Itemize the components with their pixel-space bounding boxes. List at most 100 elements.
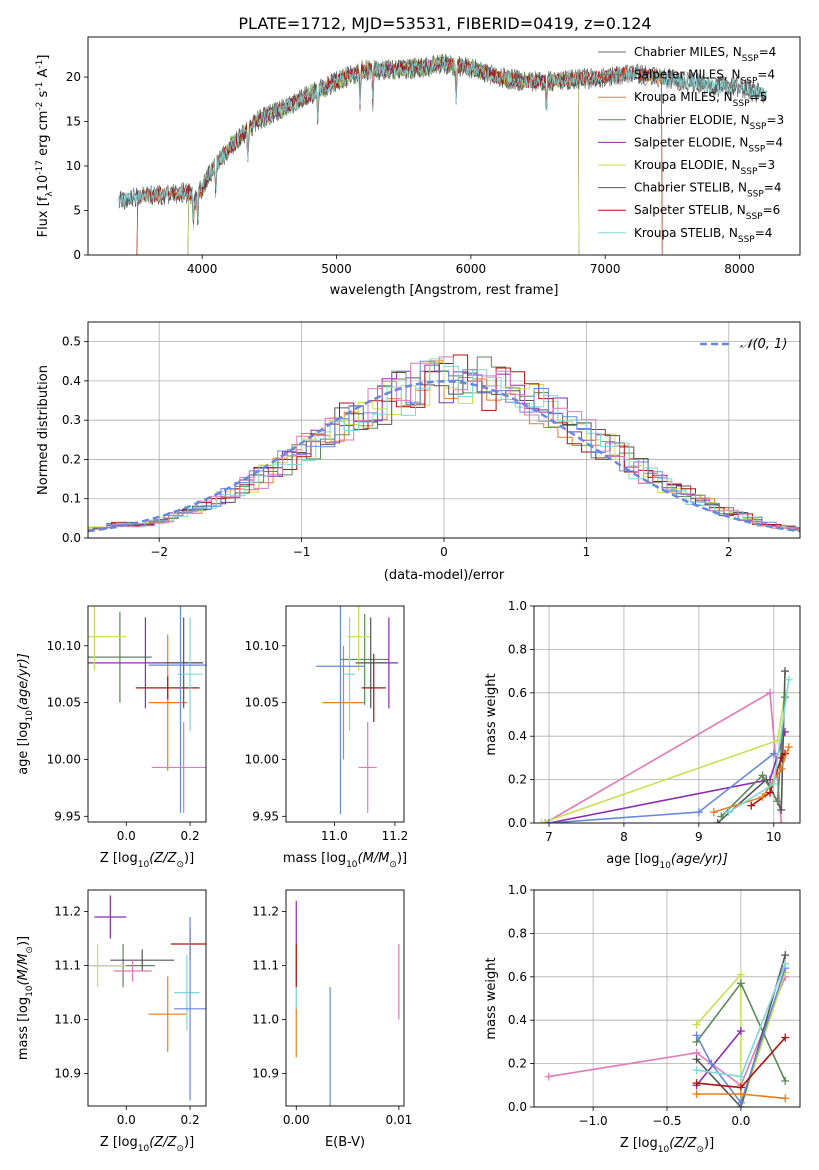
axes-frame bbox=[87, 36, 801, 256]
x-tick-label: 0 bbox=[440, 545, 448, 559]
y-tick-label: 0.4 bbox=[508, 729, 527, 743]
y-tick-label: 10.05 bbox=[47, 696, 81, 710]
y-tick-label: 0.0 bbox=[62, 531, 81, 545]
axes-frame bbox=[87, 605, 207, 823]
y-tick-label: 0.0 bbox=[508, 1100, 527, 1114]
y-tick-label: 0.4 bbox=[508, 1013, 527, 1027]
x-tick-label: 4000 bbox=[187, 262, 218, 276]
y-tick-label: 1.0 bbox=[508, 883, 527, 897]
panel-residuals: −2 −1 0 1 2 0.0 0.1 0.2 0.3 0.4 0.5 (data-model)/er… bbox=[36, 321, 801, 583]
gaussian-curve bbox=[88, 380, 800, 533]
y-tick-label: 15 bbox=[66, 115, 81, 129]
x-axis-label: (data-model)/error bbox=[384, 568, 505, 583]
y-tick-label: 10.9 bbox=[54, 1067, 81, 1081]
y-axis-label: mass weight bbox=[484, 957, 499, 1039]
x-tick-label: 2 bbox=[725, 545, 733, 559]
axes-frame bbox=[285, 605, 405, 823]
y-tick-label: 11.1 bbox=[252, 959, 279, 973]
histogram-series bbox=[88, 358, 800, 531]
legend-entry: 𝒩(0, 1) bbox=[740, 337, 787, 352]
y-tick-label: 10.05 bbox=[245, 696, 279, 710]
y-tick-label: 1.0 bbox=[508, 599, 527, 613]
y-tick-label: 11.0 bbox=[252, 1013, 279, 1027]
y-tick-label: 10.00 bbox=[47, 752, 81, 766]
panel-age-mass: 11.0 11.2 9.95 10.00 10.05 10.10 mass [log10(M… bbox=[245, 605, 409, 870]
y-tick-label: 0 bbox=[73, 248, 81, 262]
x-tick-label: 7 bbox=[545, 830, 553, 844]
axes-frame bbox=[285, 889, 405, 1107]
y-tick-label: 0.4 bbox=[62, 374, 81, 388]
y-tick-label: 11.1 bbox=[54, 959, 81, 973]
y-axis-label: mass [log10(M/M⊙)] bbox=[16, 936, 35, 1060]
axes-frame bbox=[533, 889, 801, 1108]
x-tick-label: 0.0 bbox=[117, 829, 136, 843]
x-tick-label: 9 bbox=[695, 830, 703, 844]
x-tick-label: 0.2 bbox=[181, 1113, 200, 1127]
x-axis-label: E(B-V) bbox=[325, 1135, 365, 1150]
y-tick-label: 5 bbox=[73, 204, 81, 218]
histogram-series bbox=[97, 356, 800, 530]
x-tick-label: 8000 bbox=[724, 262, 755, 276]
legend-entry: Salpeter MILES, NSSP=4 bbox=[634, 68, 775, 87]
legend-entry: Chabrier STELIB, NSSP=4 bbox=[634, 181, 782, 200]
x-tick-label: 0.00 bbox=[283, 1113, 310, 1127]
weight-line bbox=[720, 697, 786, 818]
legend-entry: Chabrier ELODIE, NSSP=3 bbox=[634, 113, 784, 132]
y-tick-label: 20 bbox=[66, 70, 81, 84]
y-tick-label: 0.2 bbox=[62, 452, 81, 466]
x-tick-label: 0.0 bbox=[117, 1113, 136, 1127]
legend-entry: Salpeter ELODIE, NSSP=4 bbox=[634, 135, 783, 154]
x-tick-label: 1 bbox=[583, 545, 591, 559]
x-tick-label: 0.0 bbox=[731, 1114, 750, 1128]
legend-entry: Kroupa MILES, NSSP=5 bbox=[634, 90, 767, 109]
legend-entry: Salpeter STELIB, NSSP=6 bbox=[634, 203, 780, 222]
y-tick-label: 9.95 bbox=[252, 809, 279, 823]
spectrum-line bbox=[136, 56, 663, 255]
y-tick-label: 0.6 bbox=[508, 686, 527, 700]
y-tick-label: 10.9 bbox=[252, 1067, 279, 1081]
y-tick-label: 0.3 bbox=[62, 413, 81, 427]
panel-mass-ebv: 0.00 0.01 10.9 11.0 11.1 11.2 E(B-V) bbox=[252, 889, 412, 1150]
legend-entry: Chabrier MILES, NSSP=4 bbox=[634, 45, 776, 64]
x-axis-label: Z [log10(Z/Z⊙)] bbox=[100, 1135, 194, 1154]
axes-frame bbox=[87, 321, 801, 539]
x-axis-label: Z [log10(Z/Z⊙)] bbox=[100, 851, 194, 870]
y-tick-label: 10 bbox=[66, 159, 81, 173]
weight-line bbox=[544, 691, 783, 823]
x-tick-label: 11.0 bbox=[321, 829, 348, 843]
x-tick-label: −2 bbox=[150, 545, 168, 559]
y-tick-label: 10.10 bbox=[47, 639, 81, 653]
weight-line bbox=[695, 967, 786, 1105]
y-tick-label: 10.00 bbox=[245, 752, 279, 766]
axes-frame bbox=[87, 889, 207, 1107]
y-tick-label: 0.6 bbox=[508, 970, 527, 984]
x-tick-label: −1.0 bbox=[579, 1114, 608, 1128]
x-axis-label: wavelength [Angstrom, rest frame] bbox=[330, 283, 559, 298]
y-axis-label: age [log10(age/yr)] bbox=[16, 653, 35, 775]
y-tick-label: 0.0 bbox=[508, 816, 527, 830]
spectrum-line bbox=[136, 56, 663, 255]
y-tick-label: 0.8 bbox=[508, 642, 527, 656]
x-tick-label: 8 bbox=[620, 830, 628, 844]
x-tick-label: 0.2 bbox=[181, 829, 200, 843]
y-axis-label: Flux [fλ10-17 erg cm-2 s-1 A-1] bbox=[35, 55, 55, 238]
x-tick-label: 6000 bbox=[456, 262, 487, 276]
panel-weight-age: 7 8 9 10 0.0 0.2 0.4 0.6 0.8 1.0 age [log10(age/yr… bbox=[484, 599, 801, 871]
y-tick-label: 11.0 bbox=[54, 1013, 81, 1027]
y-tick-label: 0.2 bbox=[508, 1057, 527, 1071]
y-axis-label: Normed distribution bbox=[36, 365, 51, 495]
x-axis-label: Z [log10(Z/Z⊙)] bbox=[620, 1136, 714, 1155]
x-tick-label: 11.2 bbox=[382, 829, 409, 843]
x-axis-label: mass [log10(M/M⊙)] bbox=[283, 851, 407, 870]
y-tick-label: 11.2 bbox=[252, 905, 279, 919]
spectrum-line bbox=[118, 57, 767, 221]
panel-age-z: 0.0 0.2 9.95 10.00 10.05 10.10 Z [log10(Z/Z⊙)]… bbox=[16, 605, 207, 870]
x-tick-label: −0.5 bbox=[652, 1114, 681, 1128]
y-tick-label: 11.2 bbox=[54, 905, 81, 919]
weight-line bbox=[696, 972, 786, 1107]
x-tick-label: 5000 bbox=[321, 262, 352, 276]
legend-entry: Kroupa ELODIE, NSSP=3 bbox=[634, 158, 775, 177]
legend-entry: Kroupa STELIB, NSSP=4 bbox=[634, 226, 772, 245]
histogram-series bbox=[92, 360, 800, 529]
